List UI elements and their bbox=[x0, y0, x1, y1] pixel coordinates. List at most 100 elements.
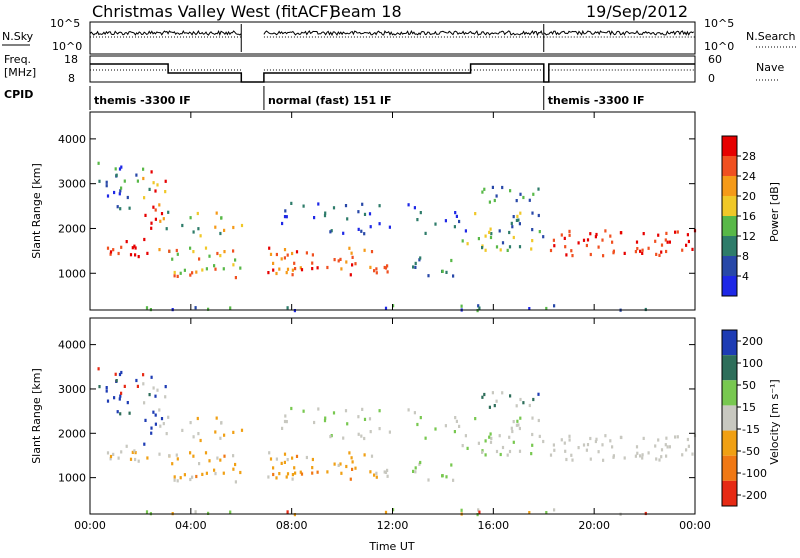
heatmap-cell bbox=[383, 470, 386, 474]
freq-label-line1: Freq. bbox=[4, 53, 31, 66]
heatmap-cell bbox=[531, 432, 534, 437]
heatmap-cell bbox=[192, 230, 195, 234]
heatmap-cell bbox=[281, 221, 284, 226]
heatmap-cell bbox=[518, 426, 521, 431]
heatmap-cell bbox=[118, 167, 122, 171]
heatmap-cell bbox=[112, 452, 115, 456]
heatmap-cell bbox=[164, 395, 167, 399]
heatmap-cell bbox=[483, 392, 486, 397]
heatmap-cell bbox=[294, 267, 297, 271]
heatmap-cell bbox=[290, 406, 293, 411]
power-xaxis bbox=[89, 112, 696, 310]
heatmap-cell bbox=[317, 407, 320, 411]
heatmap-cell bbox=[416, 422, 419, 427]
heatmap-cell bbox=[239, 266, 242, 270]
heatmap-cell bbox=[136, 384, 139, 388]
heatmap-cell bbox=[585, 243, 588, 248]
heatmap-cell bbox=[589, 436, 592, 441]
heatmap-cell bbox=[414, 470, 417, 474]
heatmap-cell bbox=[165, 227, 168, 231]
heatmap-cell bbox=[441, 269, 444, 273]
heatmap-cell bbox=[173, 270, 176, 275]
heatmap-cell bbox=[299, 470, 302, 474]
heatmap-cell bbox=[665, 231, 668, 235]
heatmap-cell bbox=[114, 167, 117, 171]
heatmap-cell bbox=[501, 185, 504, 190]
heatmap-cell bbox=[164, 190, 167, 194]
heatmap-cell bbox=[419, 416, 422, 420]
heatmap-cell bbox=[123, 384, 126, 388]
heatmap-cell bbox=[654, 444, 657, 448]
heatmap-cell bbox=[109, 252, 112, 256]
colorbar-tick-label: 4 bbox=[742, 270, 749, 283]
heatmap-cell bbox=[189, 451, 192, 455]
heatmap-cell bbox=[125, 444, 128, 448]
heatmap-cell bbox=[152, 181, 155, 185]
heatmap-cell bbox=[293, 309, 296, 313]
heatmap-cell bbox=[530, 247, 533, 251]
heatmap-cell bbox=[278, 472, 281, 476]
colorbar-tick-label: 20 bbox=[742, 190, 756, 203]
heatmap-cell bbox=[658, 458, 661, 462]
heatmap-cell bbox=[586, 238, 590, 242]
colorbar-swatch bbox=[722, 176, 737, 196]
heatmap-cell bbox=[686, 233, 689, 237]
heatmap-cell bbox=[275, 476, 278, 480]
heatmap-cell bbox=[676, 230, 679, 234]
heatmap-cell bbox=[510, 221, 513, 225]
heatmap-cell bbox=[189, 477, 192, 482]
heatmap-cell bbox=[115, 379, 118, 383]
heatmap-cell bbox=[657, 438, 660, 442]
heatmap-cell bbox=[283, 256, 286, 260]
heatmap-cell bbox=[293, 261, 296, 265]
xtick-label: 20:00 bbox=[578, 519, 610, 532]
heatmap-cell bbox=[634, 454, 637, 458]
cpid-row: CPID themis -3300 IF normal (fast) 151 IF… bbox=[4, 86, 645, 110]
heatmap-cell bbox=[275, 252, 278, 257]
heatmap-cell bbox=[647, 246, 650, 250]
heatmap-cell bbox=[192, 250, 195, 254]
heatmap-cell bbox=[173, 274, 176, 278]
heatmap-cell bbox=[491, 391, 494, 395]
heatmap-cell bbox=[354, 466, 357, 470]
heatmap-cell bbox=[219, 458, 222, 462]
heatmap-cell bbox=[220, 421, 223, 425]
heatmap-cell bbox=[272, 466, 275, 470]
heatmap-cell bbox=[286, 253, 289, 257]
heatmap-cell bbox=[133, 449, 136, 453]
colorbar-tick-label: 16 bbox=[742, 210, 756, 223]
heatmap-cell bbox=[528, 403, 531, 408]
heatmap-cell bbox=[537, 418, 540, 423]
cpid-segment-label: themis -3300 IF bbox=[548, 94, 645, 107]
heatmap-cell bbox=[493, 404, 496, 408]
heatmap-cell bbox=[357, 432, 360, 436]
heatmap-cell bbox=[589, 457, 592, 461]
heatmap-cell bbox=[560, 438, 563, 442]
heatmap-cell bbox=[324, 211, 327, 215]
heatmap-cell bbox=[299, 266, 302, 270]
heatmap-cell bbox=[489, 432, 492, 436]
heatmap-cell bbox=[351, 255, 354, 259]
heatmap-cell bbox=[461, 239, 464, 243]
velocity-ylabel: Slant Range [km] bbox=[30, 368, 43, 464]
heatmap-cell bbox=[117, 456, 120, 460]
heatmap-cell bbox=[146, 251, 149, 255]
heatmap-cell bbox=[324, 416, 327, 420]
heatmap-cell bbox=[474, 417, 477, 421]
heatmap-cell bbox=[369, 265, 372, 269]
heatmap-cell bbox=[568, 229, 571, 233]
heatmap-cell bbox=[553, 304, 556, 308]
heatmap-cell bbox=[407, 408, 410, 412]
heatmap-cell bbox=[604, 229, 607, 233]
heatmap-cell bbox=[134, 457, 137, 462]
heatmap-cell bbox=[195, 474, 198, 479]
heatmap-cell bbox=[267, 271, 270, 275]
velocity-frame bbox=[89, 317, 696, 515]
heatmap-cell bbox=[464, 434, 467, 438]
heatmap-cell bbox=[283, 248, 287, 252]
heatmap-cell bbox=[197, 227, 200, 231]
heatmap-cell bbox=[293, 466, 296, 470]
heatmap-cell bbox=[519, 211, 522, 215]
heatmap-cell bbox=[384, 306, 388, 310]
velocity-colorbar-swatches: 200 100 50 15 -15 -50 -100 -200 bbox=[721, 329, 767, 507]
